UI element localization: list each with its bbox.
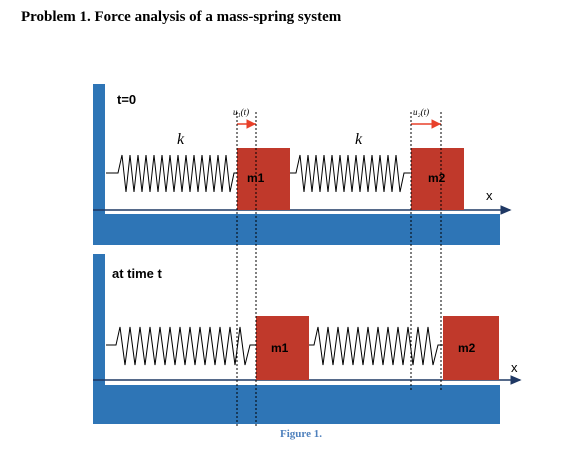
spring1-top [106,154,237,193]
mass2-bottom [443,316,499,380]
floor-bottom [93,385,500,424]
top-panel: t=0 k k m1 m2 x u₁(t) u₂(t) [93,84,512,245]
floor-top [93,214,500,245]
spring1-bottom [106,326,256,366]
x-axis-label-top: x [486,188,493,203]
spring2-label-top: k [355,131,363,148]
x-axis-label-bottom: x [511,360,518,375]
time-label-bottom: at time t [112,266,163,281]
time-label-top: t=0 [117,92,136,107]
problem-title: Problem 1. Force analysis of a mass-spri… [21,9,342,25]
mass1-bottom [256,316,309,380]
disp1-label: u₁(t) [233,107,249,117]
disp2-label: u₂(t) [413,107,429,117]
mass2-label-bottom: m2 [458,341,476,355]
figure-caption: Figure 1. [280,428,322,440]
reference-lines [236,112,442,428]
mass1-top [237,148,290,210]
mass2-label-top: m2 [428,171,446,185]
spring2-top [290,154,410,193]
spring2-bottom [309,326,443,366]
mass1-label-bottom: m1 [271,341,289,355]
spring1-label-top: k [177,131,185,148]
wall-top [93,84,105,214]
bottom-panel: at time t m1 m2 x [93,254,522,424]
wall-bottom [93,254,105,385]
mass2-top [411,148,464,210]
